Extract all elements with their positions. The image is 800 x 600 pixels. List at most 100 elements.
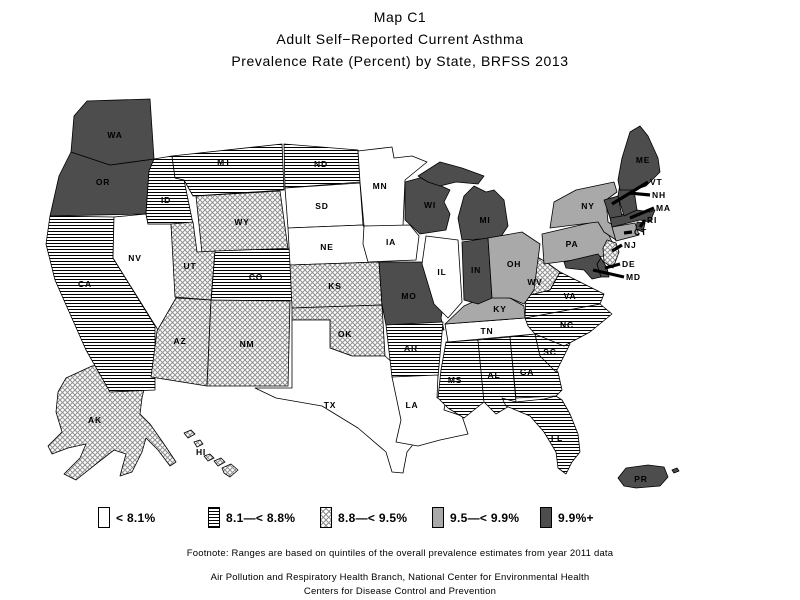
map-title-line2: Adult Self−Reported Current Asthma (276, 31, 524, 47)
state-label-NJ: NJ (624, 240, 636, 250)
legend-item-q4: 9.5—< 9.9% (432, 507, 519, 528)
state-label-HI: HI (196, 447, 206, 457)
state-label-OR: OR (96, 177, 110, 187)
state-label-WI: WI (424, 200, 436, 210)
state-label-KS: KS (328, 281, 341, 291)
state-NM (206, 299, 291, 387)
legend-swatch-crosshatch (320, 507, 332, 528)
state-label-MS: MS (448, 375, 462, 385)
state-label-ME: ME (636, 155, 650, 165)
state-label-LA: LA (406, 400, 419, 410)
footnote: Footnote: Ranges are based on quintiles … (186, 548, 614, 559)
state-label-CT: CT (634, 227, 647, 237)
state-label-KY: KY (493, 304, 506, 314)
state-label-CO: CO (249, 272, 263, 282)
callout-line-CT (623, 230, 633, 235)
legend-label-q2: 8.1—< 8.8% (226, 510, 296, 525)
state-label-TX: TX (324, 400, 336, 410)
callout-line-NH (628, 191, 651, 197)
state-label-GA: GA (520, 367, 534, 377)
state-NC (524, 303, 613, 347)
state-AL (477, 336, 517, 415)
state-label-MI: MI (479, 215, 490, 225)
callout-line-RI (638, 219, 647, 228)
state-label-OK: OK (338, 329, 352, 339)
legend-swatch-solid-gray (432, 507, 444, 528)
state-PR (617, 464, 680, 489)
state-label-SD: SD (315, 201, 328, 211)
callout-line-MA (629, 206, 655, 220)
callout-line-DE (604, 262, 621, 270)
state-label-ND: ND (314, 159, 328, 169)
state-label-UT: UT (184, 261, 197, 271)
state-label-OH: OH (507, 259, 521, 269)
state-label-NV: NV (128, 253, 141, 263)
state-OH (487, 231, 541, 305)
legend-swatch-solid-dark (540, 507, 552, 528)
credit-line1: Air Pollution and Respiratory Health Bra… (210, 572, 590, 583)
state-label-MT: MT (217, 157, 231, 167)
state-label-DE: DE (622, 259, 635, 269)
callout-line-MD (592, 268, 625, 279)
state-label-TN: TN (481, 326, 494, 336)
state-label-VA: VA (564, 291, 577, 301)
state-label-WY: WY (234, 217, 249, 227)
map-title-line1: Map C1 (373, 9, 427, 25)
state-label-NY: NY (581, 201, 594, 211)
legend-item-q2: 8.1—< 8.8% (208, 507, 295, 528)
legend-label-q5: 9.9%+ (558, 510, 594, 525)
legend-label-q1: < 8.1% (116, 510, 156, 525)
state-label-FL: FL (551, 433, 563, 443)
callout-lines (592, 180, 655, 279)
state-shapes (45, 98, 680, 489)
state-label-MD: MD (626, 272, 641, 282)
state-label-AZ: AZ (174, 336, 187, 346)
state-MT (171, 143, 285, 197)
legend-label-q3: 8.8—< 9.5% (338, 510, 408, 525)
legend-item-q3: 8.8—< 9.5% (320, 507, 407, 528)
state-label-IA: IA (386, 237, 396, 247)
state-label-WV: WV (527, 277, 542, 287)
state-labels: AK HI CA OR WA NV ID MT WY UT CO AZ NM ND SD NE KS OK TX MN… (78, 130, 671, 484)
state-ME (617, 125, 661, 191)
state-label-AR: AR (404, 343, 418, 353)
state-IN (461, 237, 493, 305)
state-label-MO: MO (401, 291, 416, 301)
state-label-VT: VT (650, 177, 662, 187)
map-title-line3: Prevalence Rate (Percent) by State, BRFS… (231, 53, 569, 69)
credit-line2: Centers for Disease Control and Preventi… (303, 586, 497, 597)
state-AZ (150, 297, 212, 387)
state-label-CA: CA (78, 279, 92, 289)
state-label-AL: AL (488, 370, 501, 380)
state-label-MA: MA (656, 203, 671, 213)
legend-item-q1: < 8.1% (98, 507, 156, 528)
state-label-NM: NM (240, 339, 255, 349)
state-label-NC: NC (560, 320, 574, 330)
state-label-SC: SC (543, 347, 556, 357)
state-label-NE: NE (320, 242, 333, 252)
state-label-IN: IN (471, 265, 481, 275)
state-label-AK: AK (88, 415, 102, 425)
state-label-PR: PR (634, 474, 647, 484)
state-label-WA: WA (107, 130, 122, 140)
state-label-PA: PA (566, 239, 579, 249)
state-NJ (602, 239, 620, 269)
state-MN (357, 146, 428, 227)
state-HI (183, 429, 239, 478)
legend-swatch-horizontal-lines (208, 507, 220, 528)
state-label-NH: NH (652, 190, 666, 200)
state-label-IL: IL (437, 267, 446, 277)
state-label-ID: ID (161, 195, 171, 205)
legend-swatch-empty-white (98, 507, 110, 528)
state-NY (549, 181, 631, 241)
state-label-MN: MN (373, 181, 388, 191)
state-FL (501, 395, 581, 475)
title-block: Map C1 Adult Self−Reported Current Asthm… (0, 6, 800, 72)
legend-label-q4: 9.5—< 9.9% (450, 510, 520, 525)
state-IL (421, 235, 463, 319)
state-LA (391, 374, 469, 447)
state-MI (417, 161, 509, 241)
callout-line-NJ (611, 243, 623, 253)
legend-item-q5: 9.9%+ (540, 507, 594, 528)
